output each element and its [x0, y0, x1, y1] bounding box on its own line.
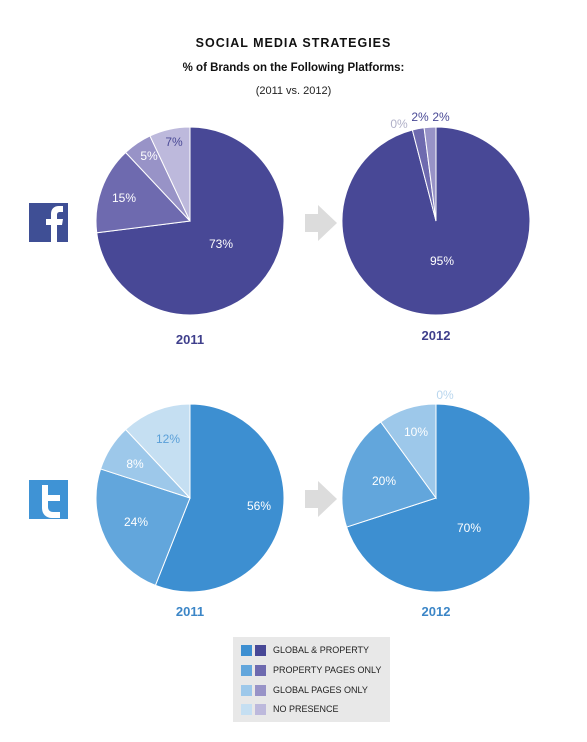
- data-label: 2%: [432, 110, 450, 124]
- data-label: 20%: [372, 474, 396, 488]
- chart-title: SOCIAL MEDIA STRATEGIES: [195, 36, 392, 50]
- legend-label: PROPERTY PAGES ONLY: [273, 665, 382, 675]
- data-label: 5%: [140, 149, 158, 163]
- pie-slice: [124, 403, 191, 500]
- legend-swatch-facebook: [255, 684, 266, 696]
- pie-slice: [95, 468, 191, 587]
- year-label: 2012: [422, 328, 451, 343]
- twitter-icon: [29, 480, 68, 519]
- pie-slice: [154, 403, 285, 593]
- chart-years: (2011 vs. 2012): [255, 85, 332, 97]
- data-label: 2%: [411, 110, 429, 124]
- data-label: 10%: [404, 425, 428, 439]
- data-label: 7%: [165, 135, 183, 149]
- data-label: 24%: [124, 515, 148, 529]
- pie-slice: [345, 403, 531, 593]
- facebook-icon: [29, 203, 68, 242]
- pie-slice: [149, 126, 191, 222]
- pie-slice: [95, 151, 192, 234]
- legend-swatch-twitter: [241, 684, 252, 696]
- pie-slice: [341, 421, 437, 528]
- legend-swatch-facebook: [255, 703, 266, 715]
- pie-slice: [423, 126, 437, 222]
- legend-label: GLOBAL PAGES ONLY: [273, 685, 368, 695]
- legend-swatch-twitter: [241, 664, 252, 676]
- legend-swatch-twitter: [241, 644, 252, 656]
- data-label: 73%: [209, 237, 233, 251]
- data-label: 8%: [126, 457, 144, 471]
- legend: GLOBAL & PROPERTY PROPERTY PAGES ONLY GL…: [233, 637, 390, 722]
- right-arrow-icon: [305, 481, 337, 517]
- data-label: 70%: [457, 521, 481, 535]
- year-label: 2011: [176, 604, 204, 619]
- year-label: 2012: [422, 604, 451, 619]
- legend-swatch-twitter: [241, 703, 252, 715]
- legend-item: GLOBAL & PROPERTY: [241, 644, 369, 656]
- legend-label: NO PRESENCE: [273, 704, 339, 714]
- data-label: 95%: [430, 254, 454, 268]
- legend-swatch-facebook: [255, 664, 266, 676]
- data-label: 15%: [112, 191, 136, 205]
- data-label: 56%: [247, 499, 271, 513]
- legend-item: GLOBAL PAGES ONLY: [241, 684, 368, 696]
- data-label: 0%: [390, 117, 408, 131]
- data-label: 12%: [156, 432, 180, 446]
- chart-subtitle: % of Brands on the Following Platforms:: [182, 62, 405, 74]
- legend-item: NO PRESENCE: [241, 703, 339, 715]
- right-arrow-icon: [305, 205, 337, 241]
- year-label: 2011: [176, 332, 204, 347]
- legend-swatch-facebook: [255, 644, 266, 656]
- legend-label: GLOBAL & PROPERTY: [273, 645, 370, 655]
- legend-item: PROPERTY PAGES ONLY: [241, 664, 381, 676]
- data-label: 0%: [436, 388, 454, 402]
- pie-slice: [380, 403, 437, 500]
